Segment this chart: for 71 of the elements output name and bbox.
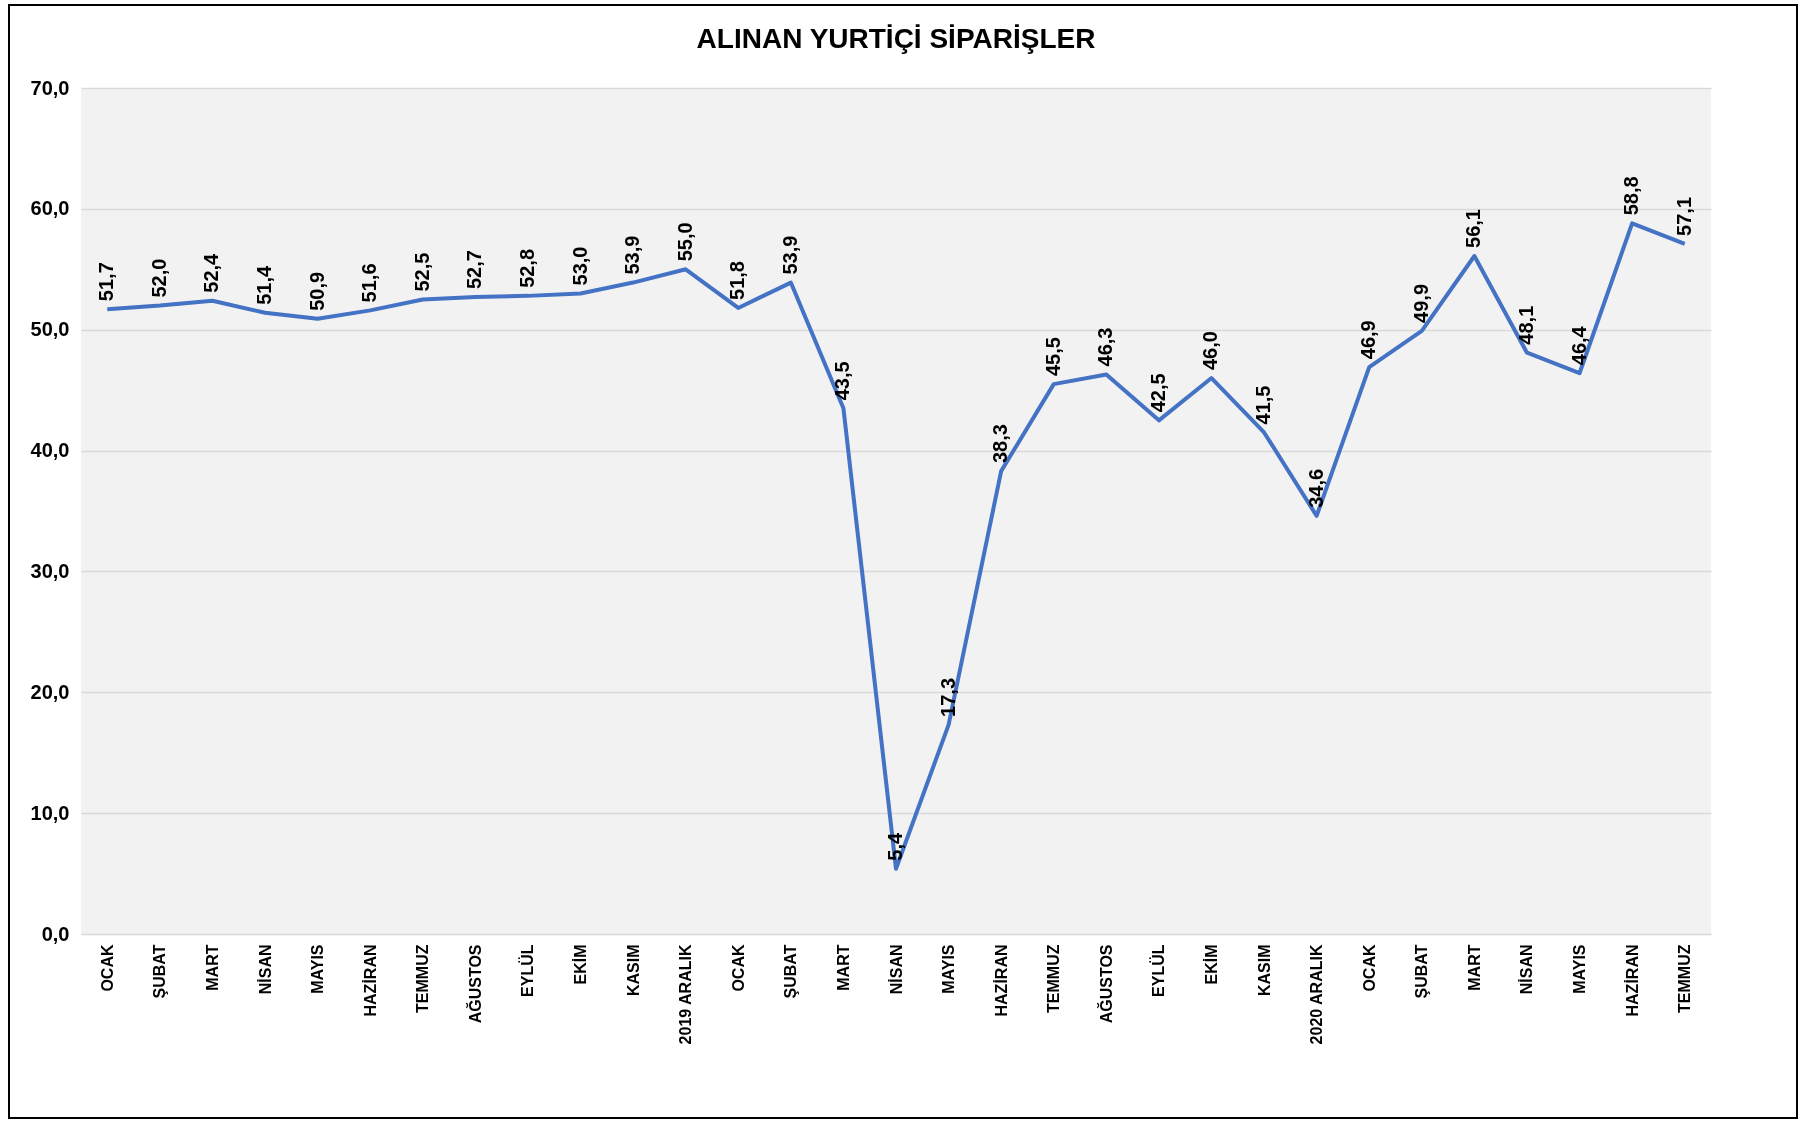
data-label: 52,7 — [463, 250, 486, 290]
x-tick-label: EKİM — [1202, 944, 1220, 985]
y-tick-label: 10,0 — [30, 801, 70, 824]
y-tick-label: 60,0 — [30, 197, 70, 220]
data-label: 53,0 — [568, 246, 591, 286]
data-label: 52,5 — [410, 252, 433, 292]
y-tick-label: 40,0 — [30, 439, 70, 462]
data-label: 42,5 — [1146, 373, 1169, 413]
x-tick-label: NİSAN — [1518, 944, 1536, 995]
data-label: 41,5 — [1252, 385, 1275, 425]
x-tick-label: MAYIS — [940, 944, 958, 994]
x-tick-label: MART — [203, 944, 221, 991]
data-label: 38,3 — [989, 424, 1012, 464]
data-label: 43,5 — [831, 361, 854, 401]
x-tick-label: OCAK — [1360, 944, 1378, 992]
data-label: 46,4 — [1567, 325, 1590, 366]
x-tick-label: ŞUBAT — [151, 944, 169, 999]
x-tick-label: EYLÜL — [518, 944, 537, 997]
data-label: 46,0 — [1199, 331, 1222, 371]
x-tick-label: KASIM — [1255, 944, 1273, 997]
x-tick-label: EKİM — [572, 944, 590, 985]
x-tick-label: HAZİRAN — [1623, 944, 1641, 1017]
y-tick-label: 0,0 — [41, 922, 70, 945]
data-label: 55,0 — [673, 222, 696, 262]
data-label: 50,9 — [305, 271, 328, 311]
x-tick-label: OCAK — [98, 944, 116, 992]
x-tick-label: TEMMUZ — [414, 944, 432, 1013]
data-label: 49,9 — [1409, 283, 1432, 323]
x-tick-label: OCAK — [729, 944, 747, 992]
x-tick-label: 2020 ARALIK — [1308, 944, 1326, 1045]
data-label: 52,8 — [515, 248, 538, 288]
x-tick-label: MAYIS — [1571, 944, 1589, 994]
x-tick-label: EYLÜL — [1149, 944, 1168, 997]
y-tick-label: 20,0 — [30, 680, 70, 703]
x-tick-label: MAYIS — [309, 944, 327, 994]
x-tick-label: HAZİRAN — [992, 944, 1010, 1017]
x-tick-label: KASIM — [624, 944, 642, 997]
data-label: 58,8 — [1620, 176, 1643, 216]
chart-title: ALINAN YURTİÇİ SİPARİŞLER — [696, 23, 1096, 54]
data-label: 52,0 — [147, 258, 170, 298]
x-tick-label: NİSAN — [887, 944, 905, 995]
y-tick-label: 30,0 — [30, 559, 70, 582]
data-label: 46,9 — [1357, 320, 1380, 360]
data-label: 52,4 — [200, 252, 223, 293]
y-tick-label: 50,0 — [30, 318, 70, 341]
data-label: 17,3 — [936, 677, 959, 717]
x-tick-label: TEMMUZ — [1676, 944, 1694, 1013]
x-tick-label: ŞUBAT — [1413, 944, 1431, 999]
data-label: 51,6 — [358, 263, 381, 303]
x-tick-label: HAZİRAN — [361, 944, 379, 1017]
data-label: 51,7 — [95, 262, 118, 302]
data-label: 48,1 — [1514, 305, 1537, 345]
x-tick-label: AĞUSTOS — [1096, 944, 1115, 1024]
data-label: 57,1 — [1672, 196, 1695, 236]
x-tick-label: MART — [834, 944, 852, 991]
x-tick-label: TEMMUZ — [1045, 944, 1063, 1013]
data-label: 53,9 — [778, 235, 801, 275]
x-tick-label: AĞUSTOS — [465, 944, 484, 1024]
y-tick-label: 70,0 — [30, 76, 70, 99]
data-label: 46,3 — [1094, 327, 1117, 367]
x-tick-label: MART — [1465, 944, 1483, 991]
data-label: 51,4 — [253, 264, 276, 305]
x-tick-label: NİSAN — [256, 944, 274, 995]
data-label: 34,6 — [1304, 468, 1327, 508]
data-label: 56,1 — [1462, 209, 1485, 248]
data-label: 5,4 — [884, 832, 906, 861]
data-label: 51,8 — [726, 261, 749, 300]
data-label: 53,9 — [621, 235, 644, 275]
data-label: 45,5 — [1041, 337, 1064, 377]
x-tick-label: 2019 ARALIK — [677, 944, 695, 1045]
x-tick-label: ŞUBAT — [782, 944, 800, 999]
